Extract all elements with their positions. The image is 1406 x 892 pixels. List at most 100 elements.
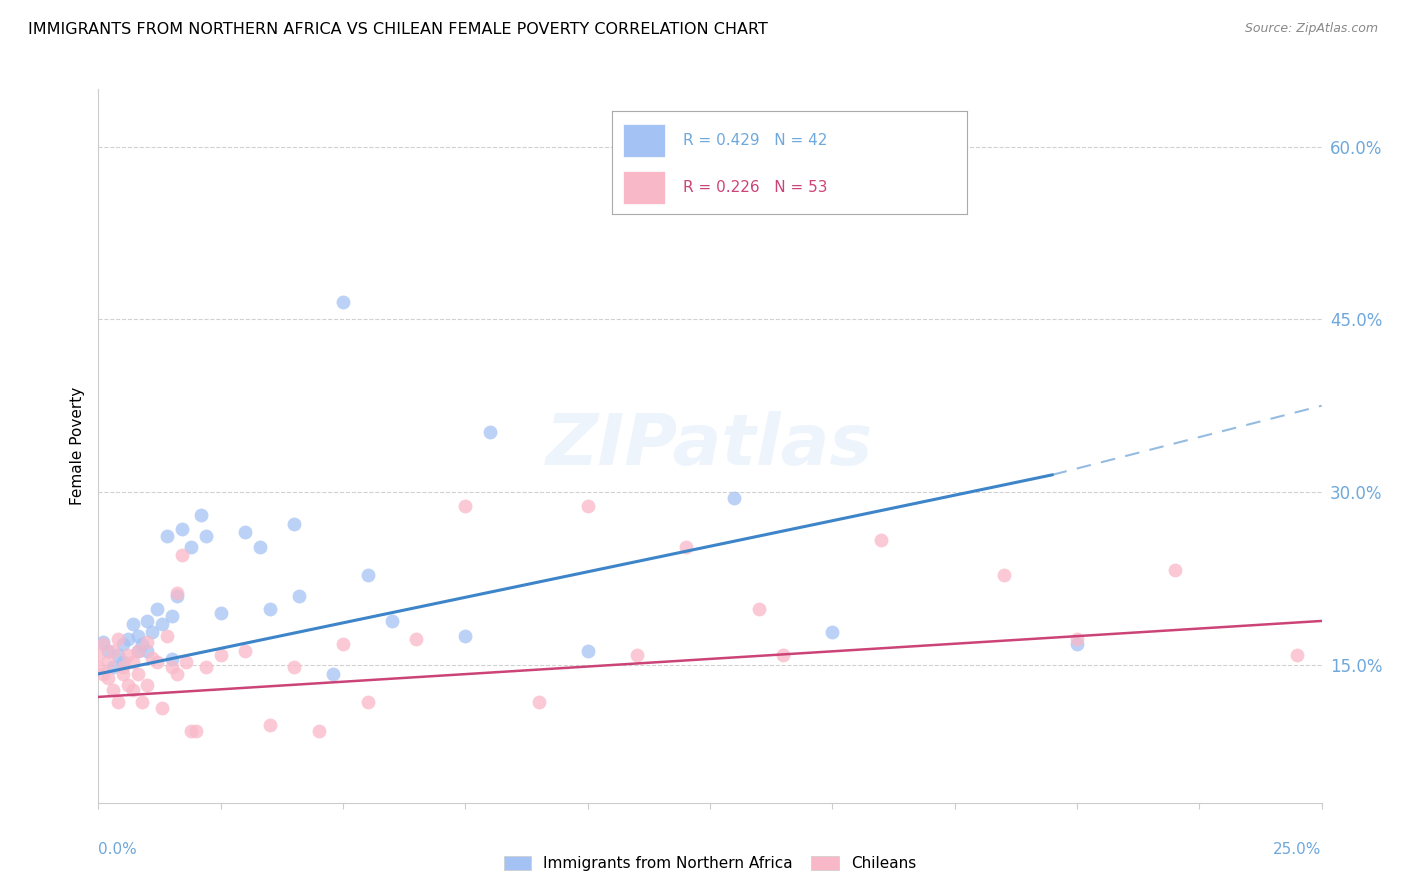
Point <box>166 589 188 603</box>
Point <box>87 648 110 663</box>
Point <box>576 499 599 513</box>
Point <box>1286 648 1309 663</box>
Point <box>527 694 550 708</box>
Point <box>478 425 501 440</box>
Point <box>626 648 648 663</box>
Point <box>166 586 188 600</box>
Point <box>156 629 179 643</box>
Point <box>111 637 134 651</box>
Point <box>146 602 169 616</box>
Point <box>97 672 120 686</box>
Y-axis label: Female Poverty: Female Poverty <box>69 387 84 505</box>
Point <box>195 529 218 543</box>
Point <box>870 533 893 548</box>
Point <box>332 295 354 310</box>
Point <box>195 660 218 674</box>
Point <box>131 694 153 708</box>
Point <box>127 629 149 643</box>
Point <box>356 694 378 708</box>
Point <box>209 606 232 620</box>
Point <box>91 637 114 651</box>
Point <box>405 632 427 647</box>
Point <box>723 491 745 505</box>
Point <box>821 625 844 640</box>
Point <box>117 648 139 663</box>
Text: ZIPatlas: ZIPatlas <box>547 411 873 481</box>
Point <box>111 656 134 670</box>
Point <box>97 644 120 658</box>
Point <box>170 522 193 536</box>
Point <box>97 656 120 670</box>
Point <box>186 724 208 739</box>
Point <box>127 644 149 658</box>
Point <box>150 617 173 632</box>
Point <box>1164 563 1187 577</box>
Point <box>943 149 966 163</box>
Point <box>127 666 149 681</box>
Point <box>107 632 129 647</box>
Point <box>283 517 305 532</box>
Point <box>233 525 256 540</box>
Point <box>322 666 344 681</box>
Point <box>111 660 134 674</box>
Point <box>91 666 114 681</box>
Point <box>675 541 697 555</box>
Point <box>160 609 183 624</box>
Point <box>160 652 183 666</box>
Point <box>283 660 305 674</box>
Point <box>1066 637 1088 651</box>
Point <box>166 666 188 681</box>
Point <box>249 541 271 555</box>
Point <box>101 660 124 674</box>
Point <box>87 660 110 674</box>
Text: 0.0%: 0.0% <box>98 842 138 856</box>
Point <box>91 634 114 648</box>
Point <box>748 602 770 616</box>
Point <box>180 724 202 739</box>
Point <box>131 637 153 651</box>
Point <box>576 644 599 658</box>
Point <box>1066 632 1088 647</box>
Point <box>111 666 134 681</box>
Point <box>107 648 129 663</box>
Point <box>141 625 163 640</box>
Point <box>454 499 477 513</box>
Point <box>993 568 1015 582</box>
Point <box>107 694 129 708</box>
Point <box>121 683 143 698</box>
Point <box>209 648 232 663</box>
Point <box>136 644 159 658</box>
Point <box>117 678 139 692</box>
Point <box>190 508 212 522</box>
Point <box>259 602 281 616</box>
Point <box>180 541 202 555</box>
Point <box>381 614 404 628</box>
Legend: Immigrants from Northern Africa, Chileans: Immigrants from Northern Africa, Chilean… <box>498 850 922 877</box>
Point <box>136 634 159 648</box>
Point <box>160 660 183 674</box>
Text: IMMIGRANTS FROM NORTHERN AFRICA VS CHILEAN FEMALE POVERTY CORRELATION CHART: IMMIGRANTS FROM NORTHERN AFRICA VS CHILE… <box>28 22 768 37</box>
Point <box>150 701 173 715</box>
Point <box>101 644 124 658</box>
Point <box>121 617 143 632</box>
Point <box>136 678 159 692</box>
Point <box>156 529 179 543</box>
Point <box>308 724 330 739</box>
Point <box>176 656 198 670</box>
Text: Source: ZipAtlas.com: Source: ZipAtlas.com <box>1244 22 1378 36</box>
Point <box>141 650 163 665</box>
Point <box>332 637 354 651</box>
Point <box>636 192 658 206</box>
Point <box>127 644 149 658</box>
Point <box>288 589 311 603</box>
Text: 25.0%: 25.0% <box>1274 842 1322 856</box>
Point <box>121 656 143 670</box>
Point <box>772 648 794 663</box>
Point <box>101 683 124 698</box>
Point <box>117 632 139 647</box>
Point <box>170 549 193 563</box>
Point <box>233 644 256 658</box>
Point <box>259 717 281 731</box>
Point <box>356 568 378 582</box>
Point <box>146 656 169 670</box>
